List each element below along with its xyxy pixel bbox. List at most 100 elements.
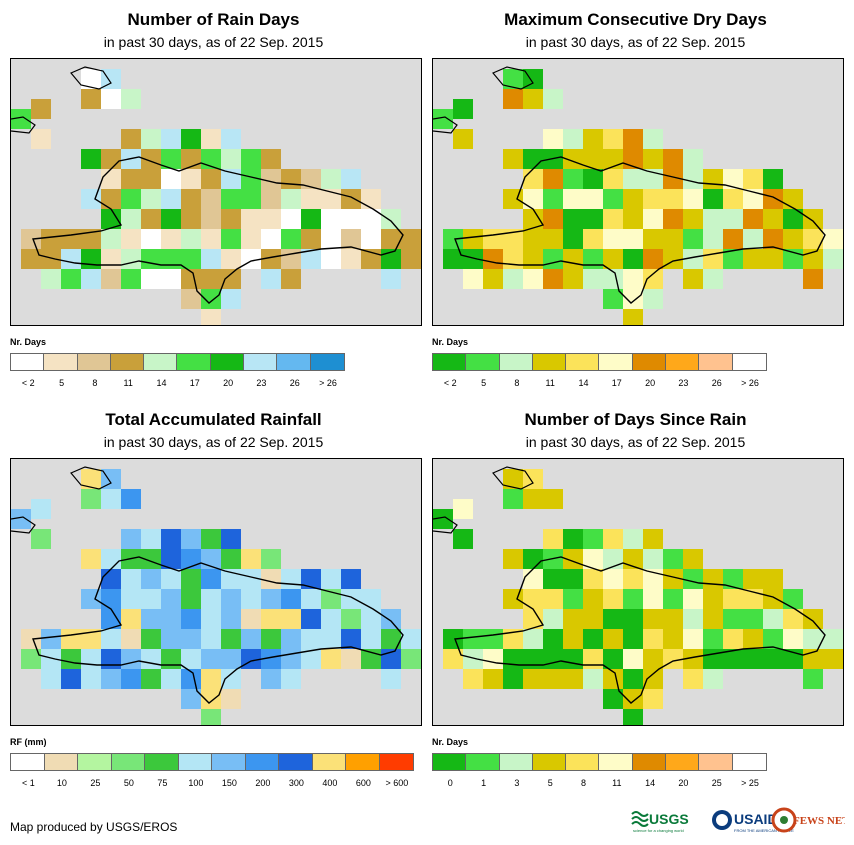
grid-cell [101,549,121,569]
grid-cell [453,499,473,519]
grid-cell [823,629,843,649]
grid-cell [663,549,683,569]
grid-cell [81,489,101,509]
legend-swatch [732,354,766,370]
legend-tick-label: 100 [188,778,204,788]
grid-cell [453,129,473,149]
grid-cell [603,609,623,629]
grid-cell [743,609,763,629]
grid-cell [743,649,763,669]
grid-cell [121,649,141,669]
grid-cell [121,489,141,509]
grid-cell [141,549,161,569]
grid-cell [683,169,703,189]
grid-cell [121,209,141,229]
grid-cell [563,169,583,189]
grid-cell [623,309,643,325]
legend-swatch [666,754,700,770]
grid-cell [503,229,523,249]
panel-days-since-rain: Number of Days Since Rain in past 30 day… [422,400,849,805]
grid-cell [301,589,321,609]
grid-cell [221,269,241,289]
grid-cell [241,229,261,249]
grid-cell [623,569,643,589]
grid-cell [141,229,161,249]
legend-title: RF (mm) [10,737,47,747]
grid-cell [723,209,743,229]
grid-cell [683,589,703,609]
grid-cell [463,629,483,649]
legend-swatch [666,354,700,370]
grid-cell [201,169,221,189]
grid-cell [301,249,321,269]
grid-cell [523,549,543,569]
grid-cell [281,249,301,269]
grid-cell [241,649,261,669]
grid-cell [803,209,823,229]
grid-cell [321,569,341,589]
grid-cell [483,249,503,269]
grid-cell [443,629,463,649]
grid-cell [261,629,281,649]
grid-cell [81,189,101,209]
grid-cell [803,669,823,689]
grid-cell [221,229,241,249]
svg-text:USGS: USGS [649,811,689,827]
grid-cell [543,569,563,589]
grid-cell [221,669,241,689]
grid-cell [281,269,301,289]
grid-cell [603,689,623,709]
grid-cell [503,189,523,209]
grid-cell [543,129,563,149]
grid-cell [503,149,523,169]
grid-cell [381,629,401,649]
grid-cell [443,229,463,249]
legend-tick-label: 14 [156,378,167,388]
grid-cell [181,149,201,169]
grid-cell [743,629,763,649]
island-outline [454,156,826,304]
grid-cell [81,629,101,649]
grid-cell [281,169,301,189]
grid-cell [101,189,121,209]
legend-swatch [212,754,246,770]
grid-cell [141,669,161,689]
grid-cell [321,209,341,229]
legend-tick-label: 26 [289,378,300,388]
grid-cell [703,249,723,269]
legend-labels: < 2 5 8 11 14 17 20 23 26 > 26 [432,378,772,390]
grid-cell [743,229,763,249]
grid-cell [61,669,81,689]
grid-cell [181,629,201,649]
grid-cell [261,249,281,269]
grid-cell [703,589,723,609]
grid-cell [21,629,41,649]
grid-cell [261,209,281,229]
grid-cell [31,129,51,149]
grid-cell [503,629,523,649]
grid-cell [563,569,583,589]
grid-cell [341,189,361,209]
panel-title: Number of Rain Days [127,10,300,29]
legend-tick-label: < 2 [21,378,35,388]
legend-swatch [499,354,533,370]
grid-cell [161,229,181,249]
grid-cell [523,649,543,669]
grid-cell [121,229,141,249]
grid-cell [603,589,623,609]
legend-tick-label: 1 [481,778,487,788]
legend-tick-label: 25 [711,778,722,788]
cuba-tip-outline [11,116,36,134]
island-outline [32,556,404,704]
grid-cell [161,529,181,549]
grid-cell [261,609,281,629]
grid-cell [763,569,783,589]
grid-cell [703,629,723,649]
grid-cell [663,589,683,609]
grid-cell [361,589,381,609]
grid-cell [81,589,101,609]
grid-cell [763,249,783,269]
grid-cell [483,229,503,249]
grid-cell [221,589,241,609]
grid-cell [241,589,261,609]
